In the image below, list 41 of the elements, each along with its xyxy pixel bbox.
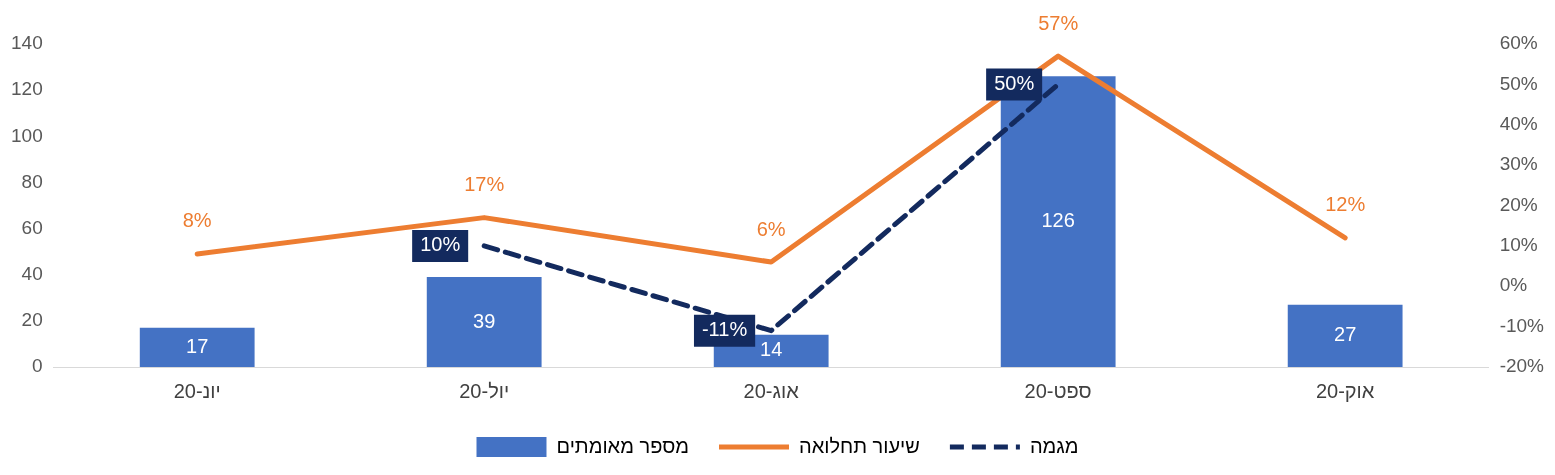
data-label: 17% bbox=[464, 173, 505, 196]
data-label: 8% bbox=[182, 209, 212, 232]
y2-tick-label: 20% bbox=[1499, 193, 1538, 215]
y-tick-label: 20 bbox=[21, 309, 43, 331]
y-tick-label: 120 bbox=[11, 78, 43, 100]
legend-label: מגמה bbox=[1029, 434, 1079, 457]
y-tick-label: 0 bbox=[32, 355, 43, 377]
x-tick-label: יול-20 bbox=[459, 379, 510, 402]
data-label: 50% bbox=[994, 71, 1035, 94]
legend-label: מספר מאומתים bbox=[556, 434, 690, 457]
data-label: 126 bbox=[1041, 209, 1075, 232]
bar bbox=[139, 327, 255, 367]
data-label: 57% bbox=[1038, 11, 1079, 34]
data-label: 17 bbox=[186, 334, 209, 357]
y2-tick-label: 50% bbox=[1499, 72, 1538, 94]
data-label: 12% bbox=[1325, 193, 1366, 216]
bar bbox=[1287, 304, 1403, 367]
y-tick-label: 140 bbox=[11, 32, 43, 54]
data-label: 10% bbox=[420, 233, 461, 256]
data-label: 14 bbox=[760, 338, 783, 361]
x-tick-label: ספט-20 bbox=[1024, 379, 1092, 402]
y-tick-label: 40 bbox=[21, 262, 43, 284]
x-tick-label: אוק-20 bbox=[1315, 379, 1375, 402]
y2-tick-label: -20% bbox=[1499, 355, 1545, 377]
data-label: 6% bbox=[756, 217, 786, 240]
bar bbox=[426, 277, 542, 367]
data-label: 39 bbox=[473, 309, 496, 332]
y-tick-label: 80 bbox=[21, 170, 43, 192]
x-tick-label: יונ-20 bbox=[173, 379, 221, 402]
x-tick-label: אוג-20 bbox=[743, 379, 800, 402]
y2-tick-label: 60% bbox=[1499, 32, 1538, 54]
y2-tick-label: 40% bbox=[1499, 112, 1538, 134]
y2-tick-label: 30% bbox=[1499, 153, 1538, 175]
y-tick-label: 60 bbox=[21, 216, 43, 238]
data-label: 27 bbox=[1334, 323, 1357, 346]
y-tick-label: 100 bbox=[11, 124, 43, 146]
legend-label: שיעור תחלואה bbox=[799, 434, 920, 457]
data-label: -11% bbox=[701, 318, 748, 341]
y2-tick-label: -10% bbox=[1499, 314, 1545, 336]
y2-tick-label: 10% bbox=[1499, 234, 1538, 256]
y2-tick-label: 0% bbox=[1499, 274, 1528, 296]
